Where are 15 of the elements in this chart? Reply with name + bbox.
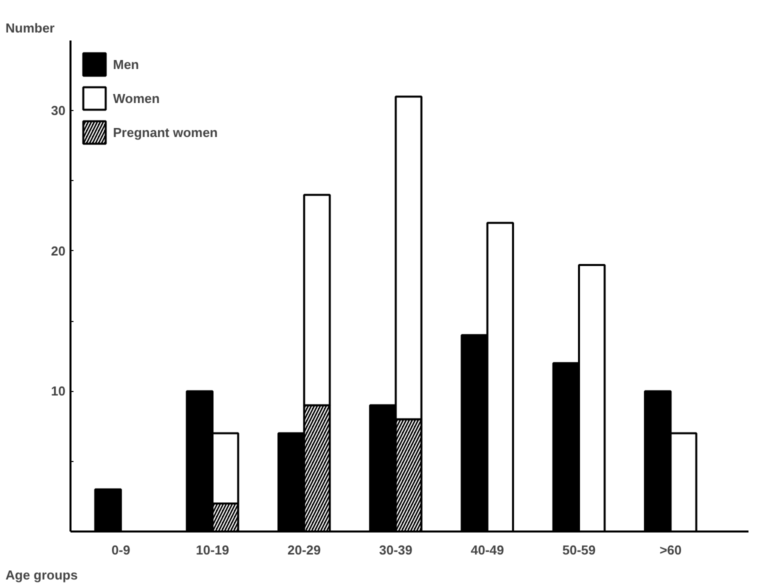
legend-label: Pregnant women xyxy=(113,124,218,140)
x-tick-label: 10-19 xyxy=(196,542,230,558)
y-tick-label: 30 xyxy=(51,103,66,118)
x-axis-title: Age groups xyxy=(6,568,78,582)
y-axis-title: Number xyxy=(6,20,55,36)
x-tick-label: 30-39 xyxy=(379,542,412,558)
x-tick-label: 0-9 xyxy=(111,542,130,558)
x-tick-label: 20-29 xyxy=(288,542,321,558)
x-tick-label: 40-49 xyxy=(470,542,504,558)
y-tick-label: 10 xyxy=(51,384,66,399)
x-tick-label: >60 xyxy=(660,542,682,558)
legend-label: Women xyxy=(113,90,160,106)
y-tick-label: 20 xyxy=(51,243,66,258)
x-tick-label: 50-59 xyxy=(562,542,596,558)
legend-label: Men xyxy=(113,56,139,72)
